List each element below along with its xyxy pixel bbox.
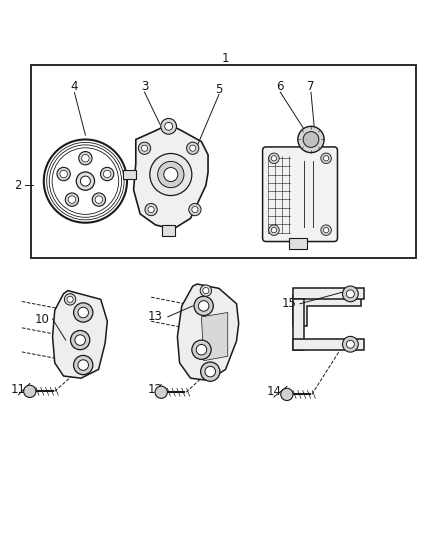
Circle shape — [74, 356, 93, 375]
Circle shape — [95, 196, 102, 204]
Circle shape — [303, 132, 319, 147]
Circle shape — [81, 155, 89, 162]
Circle shape — [165, 123, 173, 130]
Polygon shape — [177, 284, 239, 381]
Circle shape — [65, 193, 78, 206]
Circle shape — [161, 118, 177, 134]
Circle shape — [198, 301, 209, 311]
FancyBboxPatch shape — [263, 147, 337, 241]
Circle shape — [196, 344, 207, 355]
Text: 6: 6 — [276, 80, 284, 93]
Circle shape — [343, 336, 358, 352]
Circle shape — [57, 167, 71, 181]
Circle shape — [203, 287, 209, 294]
Bar — [31, 65, 416, 258]
Polygon shape — [201, 312, 228, 361]
Circle shape — [346, 340, 354, 348]
Circle shape — [298, 126, 324, 152]
Circle shape — [155, 386, 167, 398]
Circle shape — [164, 167, 178, 182]
Circle shape — [75, 335, 85, 345]
Text: 3: 3 — [141, 80, 148, 93]
Circle shape — [158, 161, 184, 188]
Circle shape — [49, 145, 122, 217]
Text: 10: 10 — [34, 312, 49, 326]
Circle shape — [68, 196, 76, 204]
Circle shape — [343, 286, 358, 302]
Circle shape — [205, 366, 215, 377]
Circle shape — [47, 142, 124, 220]
Circle shape — [323, 228, 328, 233]
Circle shape — [269, 153, 279, 164]
Polygon shape — [53, 290, 107, 378]
Circle shape — [346, 290, 354, 298]
Circle shape — [76, 172, 95, 190]
Circle shape — [323, 156, 328, 161]
Circle shape — [194, 296, 213, 316]
Circle shape — [44, 140, 127, 223]
Polygon shape — [293, 288, 364, 300]
Circle shape — [189, 204, 201, 216]
Circle shape — [78, 307, 88, 318]
Circle shape — [190, 145, 196, 151]
Circle shape — [100, 167, 114, 181]
Text: 11: 11 — [11, 383, 26, 395]
Polygon shape — [289, 238, 307, 249]
Circle shape — [67, 296, 73, 302]
Circle shape — [145, 204, 157, 216]
Polygon shape — [293, 339, 364, 350]
Text: 7: 7 — [307, 80, 315, 93]
Polygon shape — [123, 170, 136, 179]
Circle shape — [71, 330, 90, 350]
Text: 14: 14 — [266, 385, 281, 398]
Circle shape — [192, 340, 211, 359]
Circle shape — [272, 228, 277, 233]
Circle shape — [52, 148, 119, 214]
Circle shape — [141, 145, 148, 151]
Circle shape — [81, 176, 90, 186]
Circle shape — [269, 225, 279, 236]
Text: 5: 5 — [215, 83, 223, 95]
Circle shape — [192, 206, 198, 213]
Text: 15: 15 — [282, 297, 297, 310]
Circle shape — [60, 170, 67, 178]
Circle shape — [201, 362, 220, 381]
Circle shape — [24, 385, 36, 398]
Polygon shape — [293, 300, 304, 350]
Text: 1: 1 — [222, 52, 230, 65]
Text: 2: 2 — [14, 179, 21, 192]
Circle shape — [74, 303, 93, 322]
Circle shape — [321, 225, 331, 236]
Polygon shape — [162, 225, 175, 236]
Circle shape — [200, 285, 212, 296]
Circle shape — [187, 142, 199, 155]
Circle shape — [64, 294, 76, 305]
Circle shape — [138, 142, 151, 155]
Text: 13: 13 — [148, 310, 163, 324]
Circle shape — [272, 156, 277, 161]
Circle shape — [79, 151, 92, 165]
Text: 4: 4 — [71, 80, 78, 93]
Circle shape — [281, 388, 293, 400]
Polygon shape — [134, 124, 208, 229]
Polygon shape — [293, 295, 361, 326]
Circle shape — [321, 153, 331, 164]
Circle shape — [78, 360, 88, 370]
Text: 12: 12 — [148, 383, 163, 395]
Circle shape — [92, 193, 106, 206]
Circle shape — [150, 154, 192, 196]
Circle shape — [148, 206, 154, 213]
Circle shape — [103, 170, 111, 178]
